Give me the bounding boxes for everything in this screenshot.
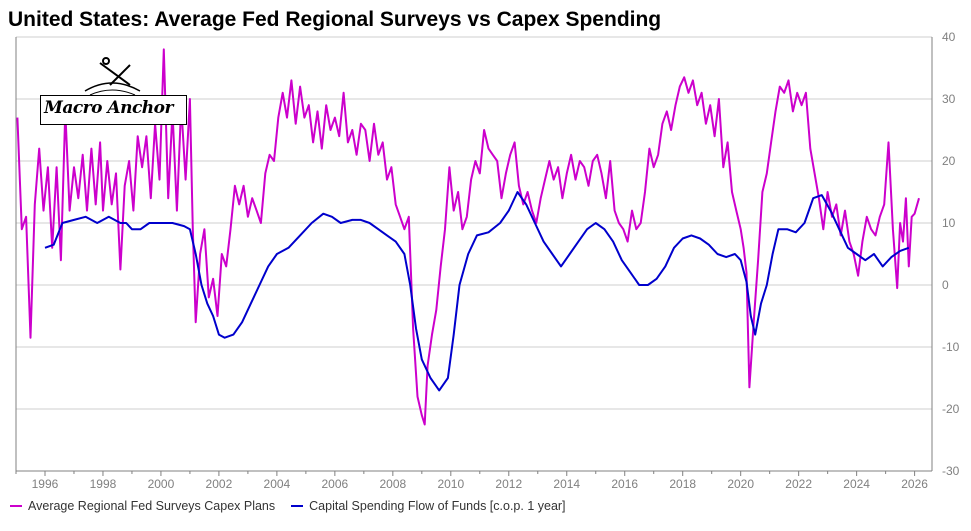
x-tick-label: 2006 <box>322 477 349 491</box>
legend-item-surveys: Average Regional Fed Surveys Capex Plans <box>10 499 275 513</box>
x-tick-label: 2020 <box>727 477 754 491</box>
series-line-surveys <box>16 48 920 426</box>
y-tick-label: 0 <box>942 278 949 292</box>
chart-title: United States: Average Fed Regional Surv… <box>8 8 662 31</box>
anchor-icon <box>84 57 141 96</box>
x-tick-label: 2012 <box>495 477 522 491</box>
y-tick-label: -30 <box>942 464 960 478</box>
series-line-capex <box>44 191 910 392</box>
x-tick-label: 2024 <box>843 477 870 491</box>
logo-box <box>40 95 187 125</box>
legend-swatch-purple <box>10 505 22 507</box>
y-tick-label: -20 <box>942 402 960 416</box>
legend-swatch-blue <box>291 505 304 507</box>
x-tick-label: 2014 <box>553 477 580 491</box>
x-tick-label: 2018 <box>669 477 696 491</box>
x-tick-label: 2022 <box>785 477 812 491</box>
logo: Macro Anchor <box>40 55 187 125</box>
legend-label-capex: Capital Spending Flow of Funds [c.o.p. 1… <box>309 499 566 513</box>
x-tick-label: 2008 <box>379 477 406 491</box>
legend-label-surveys: Average Regional Fed Surveys Capex Plans <box>28 499 276 513</box>
x-tick-label: 2016 <box>611 477 638 491</box>
y-tick-label: -10 <box>942 340 960 354</box>
y-tick-label: 20 <box>942 154 956 168</box>
legend-item-capex: Capital Spending Flow of Funds [c.o.p. 1… <box>291 499 566 513</box>
axes <box>15 37 933 476</box>
x-tick-label: 2010 <box>437 477 464 491</box>
legend: Average Regional Fed Surveys Capex Plans… <box>10 499 566 513</box>
x-tick-label: 2026 <box>901 477 928 491</box>
y-tick-label: 40 <box>942 30 956 44</box>
y-tick-label: 30 <box>942 92 956 106</box>
logo-text: Macro Anchor <box>44 98 173 118</box>
x-tick-label: 1996 <box>32 477 59 491</box>
x-tick-label: 2000 <box>148 477 175 491</box>
x-tick-label: 2004 <box>264 477 291 491</box>
x-tick-label: 1998 <box>90 477 117 491</box>
y-tick-label: 10 <box>942 216 956 230</box>
x-tick-label: 2002 <box>206 477 233 491</box>
series-lines <box>16 48 920 426</box>
